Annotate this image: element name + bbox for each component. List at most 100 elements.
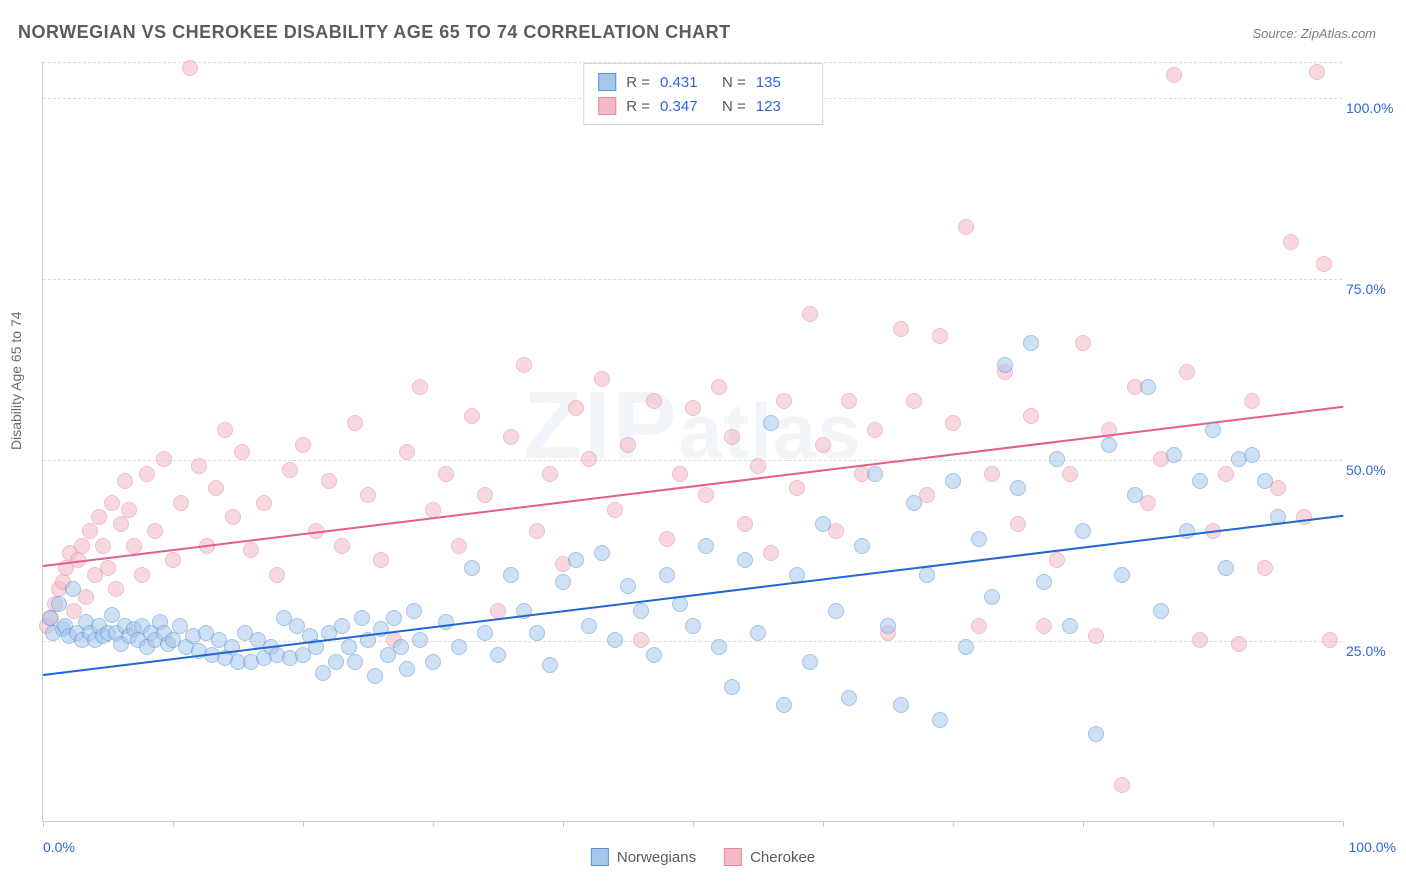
data-point [763,545,779,561]
data-point [1036,618,1052,634]
series-legend: Norwegians Cherokee [591,848,815,866]
data-point [1166,447,1182,463]
data-point [1010,480,1026,496]
x-tick [563,821,564,827]
watermark: ZIPatlas [523,371,861,481]
data-point [1075,335,1091,351]
data-point [104,495,120,511]
plot-area: ZIPatlas 25.0%50.0%75.0%100.0%0.0%100.0% [42,62,1342,822]
data-point [217,422,233,438]
data-point [776,697,792,713]
data-point [1049,451,1065,467]
data-point [529,523,545,539]
data-point [815,437,831,453]
data-point [659,531,675,547]
data-point [646,647,662,663]
data-point [282,462,298,478]
x-tick [1083,821,1084,827]
data-point [347,654,363,670]
data-point [1023,408,1039,424]
data-point [117,473,133,489]
x-tick [953,821,954,827]
source-citation: Source: ZipAtlas.com [1252,26,1376,41]
data-point [438,466,454,482]
legend-row: R =0.431N =135 [598,70,808,94]
data-point [607,632,623,648]
data-point [225,509,241,525]
data-point [711,379,727,395]
data-point [750,625,766,641]
data-point [906,495,922,511]
data-point [555,574,571,590]
data-point [945,473,961,489]
data-point [464,560,480,576]
correlation-chart: NORWEGIAN VS CHEROKEE DISABILITY AGE 65 … [0,0,1406,892]
data-point [698,538,714,554]
data-point [581,451,597,467]
data-point [191,458,207,474]
data-point [321,473,337,489]
legend-label: Norwegians [617,849,696,866]
data-point [945,415,961,431]
x-tick-label: 0.0% [43,839,75,855]
data-point [984,466,1000,482]
data-point [737,516,753,532]
data-point [1231,636,1247,652]
data-point [620,437,636,453]
legend-swatch [598,73,616,91]
x-tick-label: 100.0% [1349,839,1396,855]
grid-line [43,279,1342,280]
data-point [932,328,948,344]
data-point [1244,447,1260,463]
data-point [65,581,81,597]
data-point [1010,516,1026,532]
y-tick-label: 50.0% [1346,462,1406,478]
x-tick [173,821,174,827]
data-point [828,603,844,619]
legend-n-label: N = [722,98,746,115]
data-point [412,379,428,395]
correlation-legend: R =0.431N =135R =0.347N =123 [583,63,823,125]
data-point [568,552,584,568]
legend-swatch [724,848,742,866]
data-point [997,357,1013,373]
data-point [82,523,98,539]
data-point [841,690,857,706]
data-point [1114,567,1130,583]
data-point [1114,777,1130,793]
data-point [685,400,701,416]
data-point [1205,422,1221,438]
legend-label: Cherokee [750,849,815,866]
data-point [1062,466,1078,482]
data-point [406,603,422,619]
data-point [373,552,389,568]
data-point [893,321,909,337]
data-point [581,618,597,634]
legend-swatch [591,848,609,866]
data-point [1179,523,1195,539]
data-point [594,545,610,561]
data-point [1166,67,1182,83]
data-point [1036,574,1052,590]
data-point [156,451,172,467]
data-point [971,531,987,547]
data-point [1179,364,1195,380]
trend-line [43,406,1343,567]
data-point [256,495,272,511]
data-point [100,560,116,576]
data-point [1062,618,1078,634]
data-point [451,538,467,554]
data-point [906,393,922,409]
data-point [425,502,441,518]
data-point [1023,335,1039,351]
data-point [121,502,137,518]
data-point [477,625,493,641]
data-point [354,610,370,626]
data-point [399,444,415,460]
data-point [1316,256,1332,272]
data-point [711,639,727,655]
data-point [393,639,409,655]
data-point [147,523,163,539]
data-point [51,596,67,612]
data-point [568,400,584,416]
